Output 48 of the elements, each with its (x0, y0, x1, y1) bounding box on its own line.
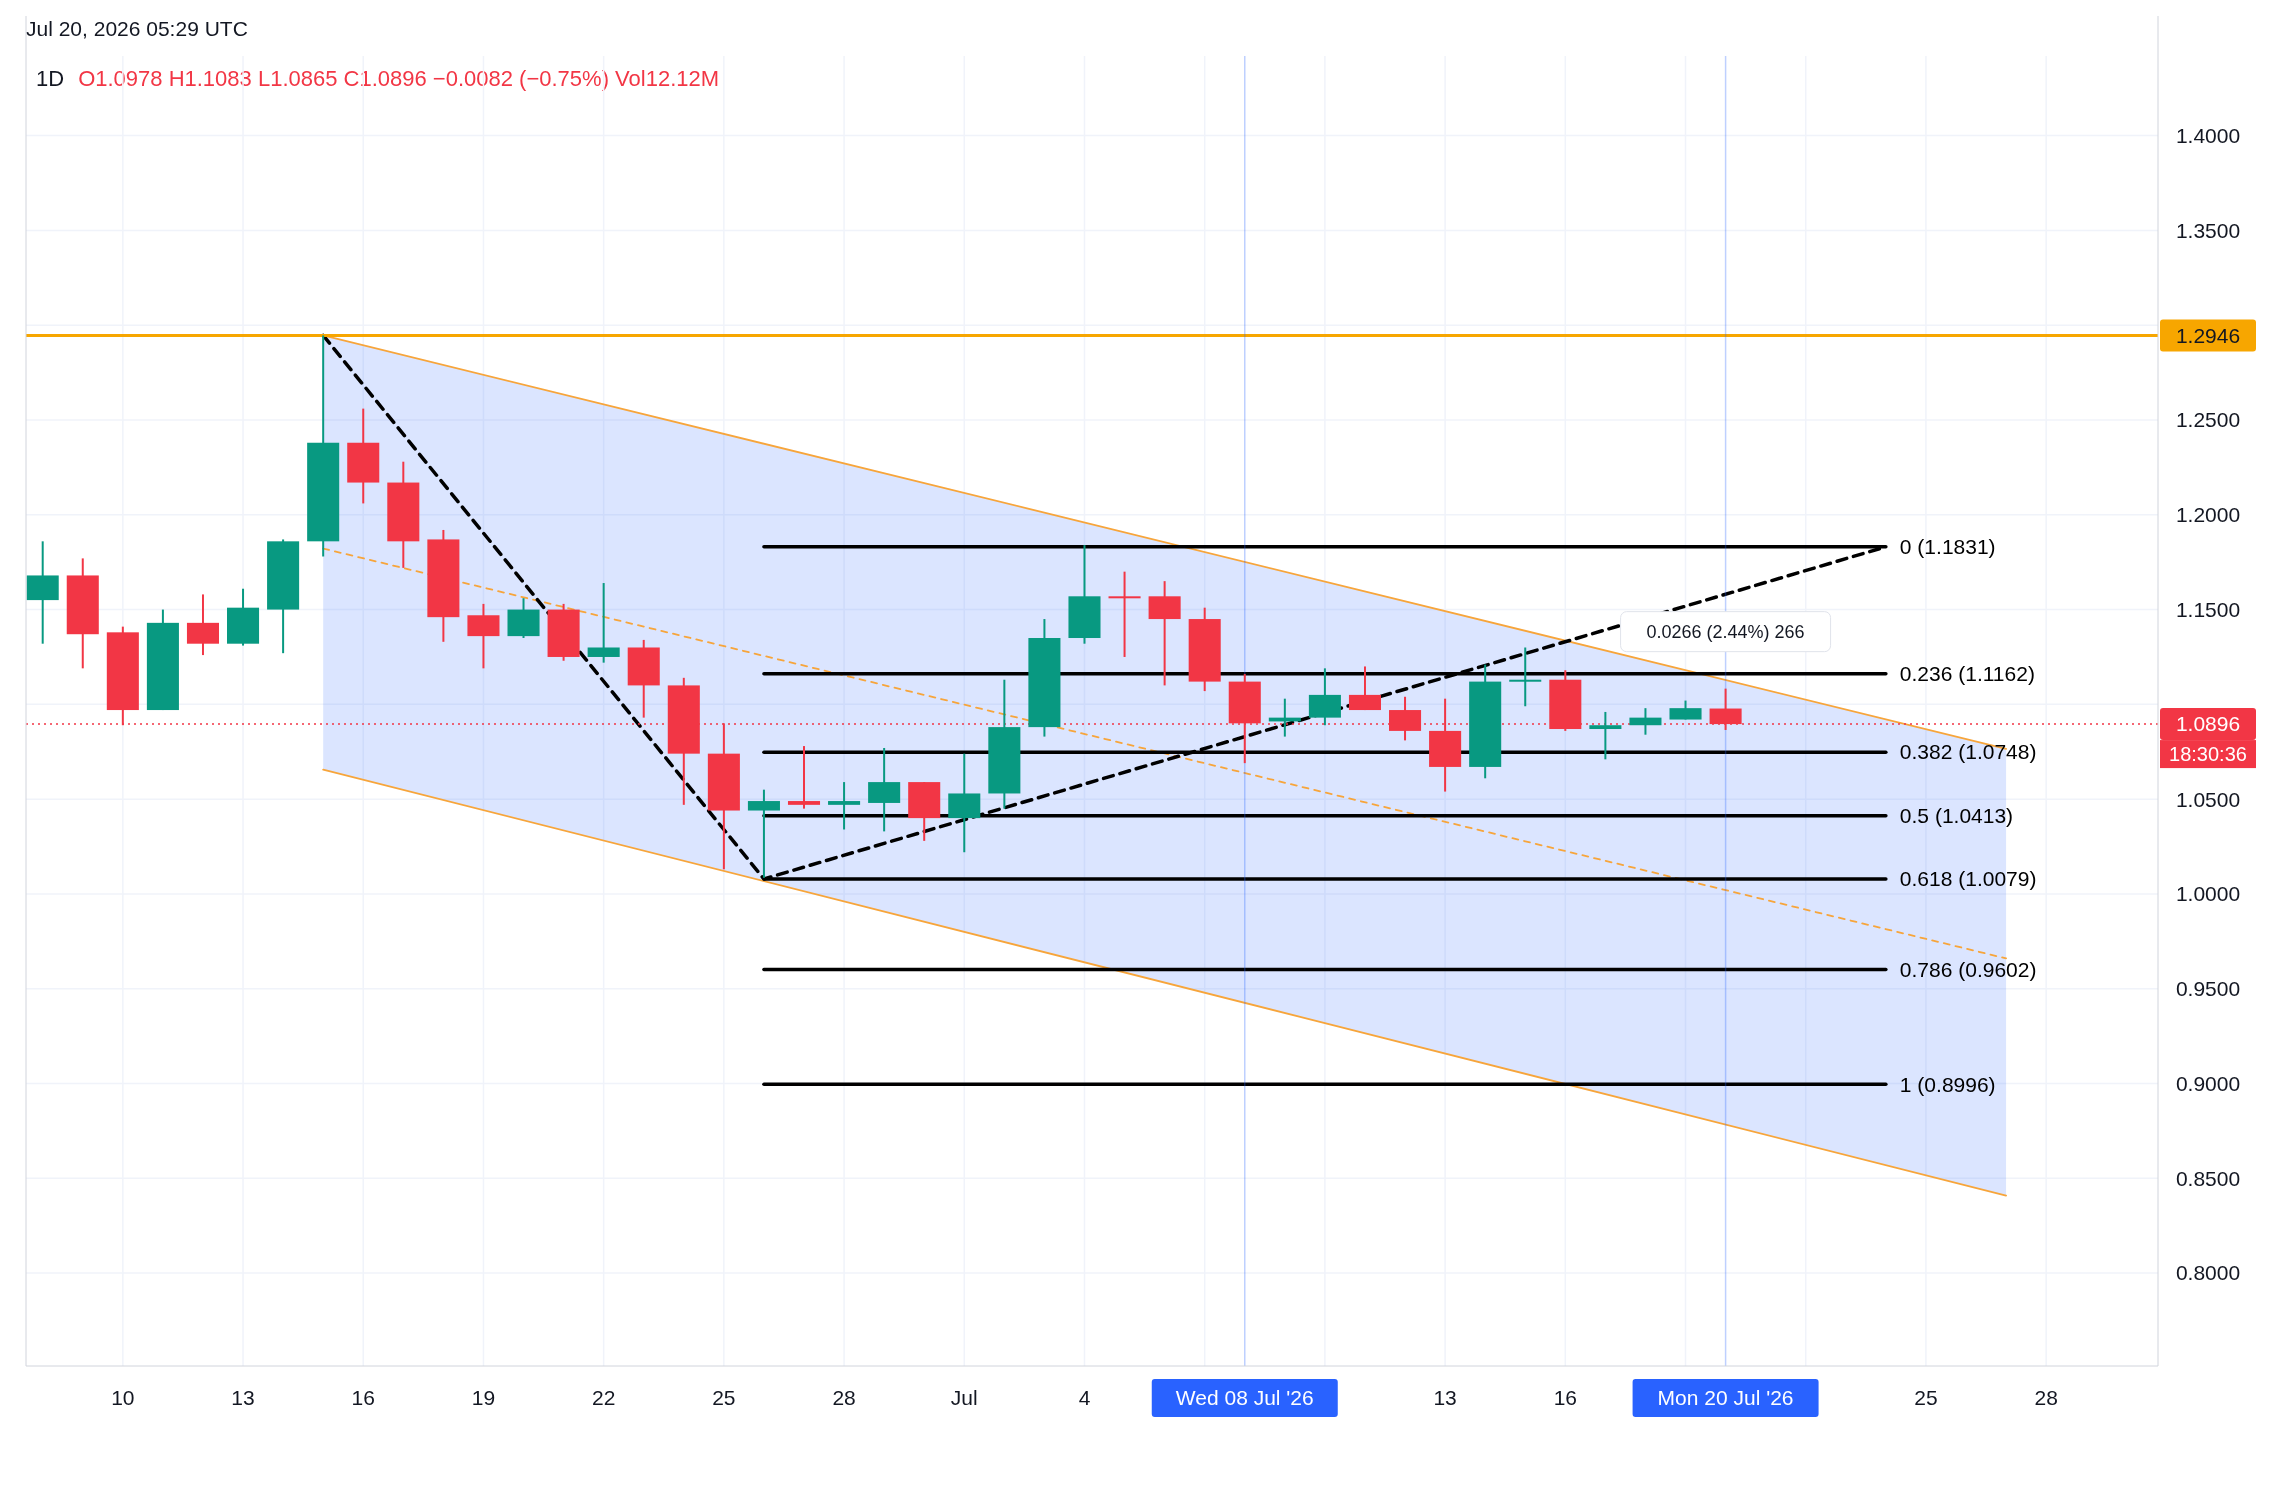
annotation: 0.0266 (2.44%) 266 (1646, 621, 1805, 642)
text: 1D (36, 66, 65, 91)
x-tick-label: 10 (111, 1386, 135, 1410)
candlestick (747, 788, 780, 879)
x-tick-label: 28 (2034, 1386, 2058, 1410)
y-tick-label: 0.8500 (2175, 1166, 2241, 1190)
candlestick (587, 582, 620, 664)
series-label: 0 (1.1831) (1899, 535, 1996, 559)
ref-line-label: 1.2946 (2175, 323, 2241, 347)
y-tick-label: 1.0500 (2175, 787, 2241, 811)
y-tick-label: 1.0000 (2175, 882, 2241, 906)
series-label: 0.382 (1.0748) (1899, 740, 2037, 764)
x-tick-label: 4 (1078, 1386, 1091, 1410)
candlestick (828, 781, 861, 831)
ref-line-label: Mon 20 Jul '26 (1657, 1386, 1794, 1410)
x-tick-label: 25 (712, 1386, 736, 1410)
x-tick-label: 22 (591, 1386, 616, 1410)
ref-line-label: 1.0896 (2175, 712, 2241, 736)
ref-line-label: Wed 08 Jul '26 (1175, 1386, 1314, 1410)
y-tick-label: 1.1500 (2175, 597, 2241, 621)
x-tick-label: 16 (351, 1386, 375, 1410)
text: 18:30:36 (2169, 743, 2247, 766)
candlestick (1509, 646, 1542, 708)
x-tick-label: 13 (1433, 1386, 1457, 1410)
candlestick (1629, 707, 1662, 736)
series-label: 0.236 (1.1162) (1899, 662, 2035, 685)
y-tick-label: 0.8000 (2175, 1261, 2241, 1285)
candlestick (1108, 570, 1141, 658)
candlestick (1589, 710, 1622, 761)
series-label: 1 (0.8996) (1899, 1072, 1996, 1096)
series-label: 0.786 (0.9602) (1899, 957, 2037, 981)
y-tick-label: 0.9000 (2175, 1071, 2241, 1095)
x-tick-label: 19 (471, 1386, 496, 1410)
x-tick-label: 28 (832, 1386, 856, 1410)
y-tick-label: 1.2000 (2175, 503, 2241, 527)
x-tick-label: 13 (231, 1386, 255, 1410)
series-label: 0.618 (1.0079) (1899, 867, 2037, 891)
x-tick-label: Jul (950, 1386, 978, 1410)
x-tick-label: 16 (1553, 1386, 1577, 1410)
y-tick-label: 0.9500 (2175, 977, 2241, 1001)
y-tick-label: 1.4000 (2175, 123, 2241, 147)
series-label: 0.5 (1.0413) (1899, 804, 2014, 827)
text: Jul 20, 2026 05:29 UTC (26, 17, 248, 40)
y-tick-label: 1.2500 (2175, 408, 2241, 432)
candlestick (787, 745, 821, 810)
x-tick-label: 25 (1914, 1386, 1938, 1410)
annotation: O1.0978 H1.1083 L1.0865 C1.0896 −0.0082 (−0.75%) Vol12.12M (78, 66, 720, 91)
y-tick-label: 1.3500 (2175, 218, 2241, 242)
